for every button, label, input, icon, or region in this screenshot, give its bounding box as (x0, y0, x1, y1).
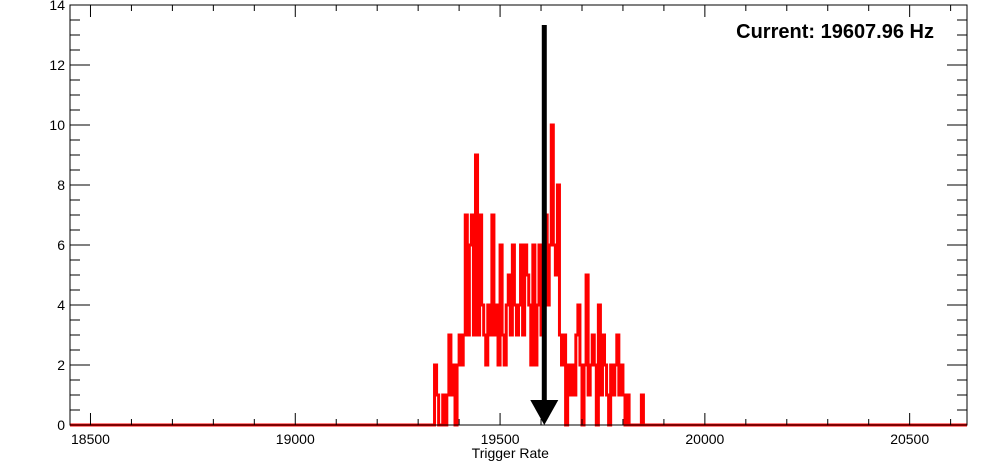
x-tick-label: 19000 (276, 431, 315, 447)
x-tick-label: 19500 (481, 431, 520, 447)
x-axis-title: Trigger Rate (472, 445, 550, 461)
y-tick-label: 0 (57, 417, 65, 433)
y-tick-label: 14 (49, 0, 65, 13)
x-tick-label: 20500 (890, 431, 929, 447)
y-tick-label: 6 (57, 237, 65, 253)
x-tick-label: 18500 (71, 431, 110, 447)
y-tick-label: 10 (49, 117, 65, 133)
tick-labels: 18500 19000 19500 20000 20500 0 2 4 6 8 10 12 14 (49, 0, 929, 447)
current-rate-annotation: Current: 19607.96 Hz (736, 21, 934, 43)
marker-arrow-head (530, 400, 559, 425)
y-tick-label: 8 (57, 177, 65, 193)
x-tick-label: 20000 (685, 431, 724, 447)
current-marker (530, 25, 559, 425)
axis-ticks (70, 4, 967, 426)
y-tick-label: 4 (57, 297, 65, 313)
y-tick-label: 2 (57, 357, 65, 373)
y-tick-label: 12 (49, 57, 65, 73)
